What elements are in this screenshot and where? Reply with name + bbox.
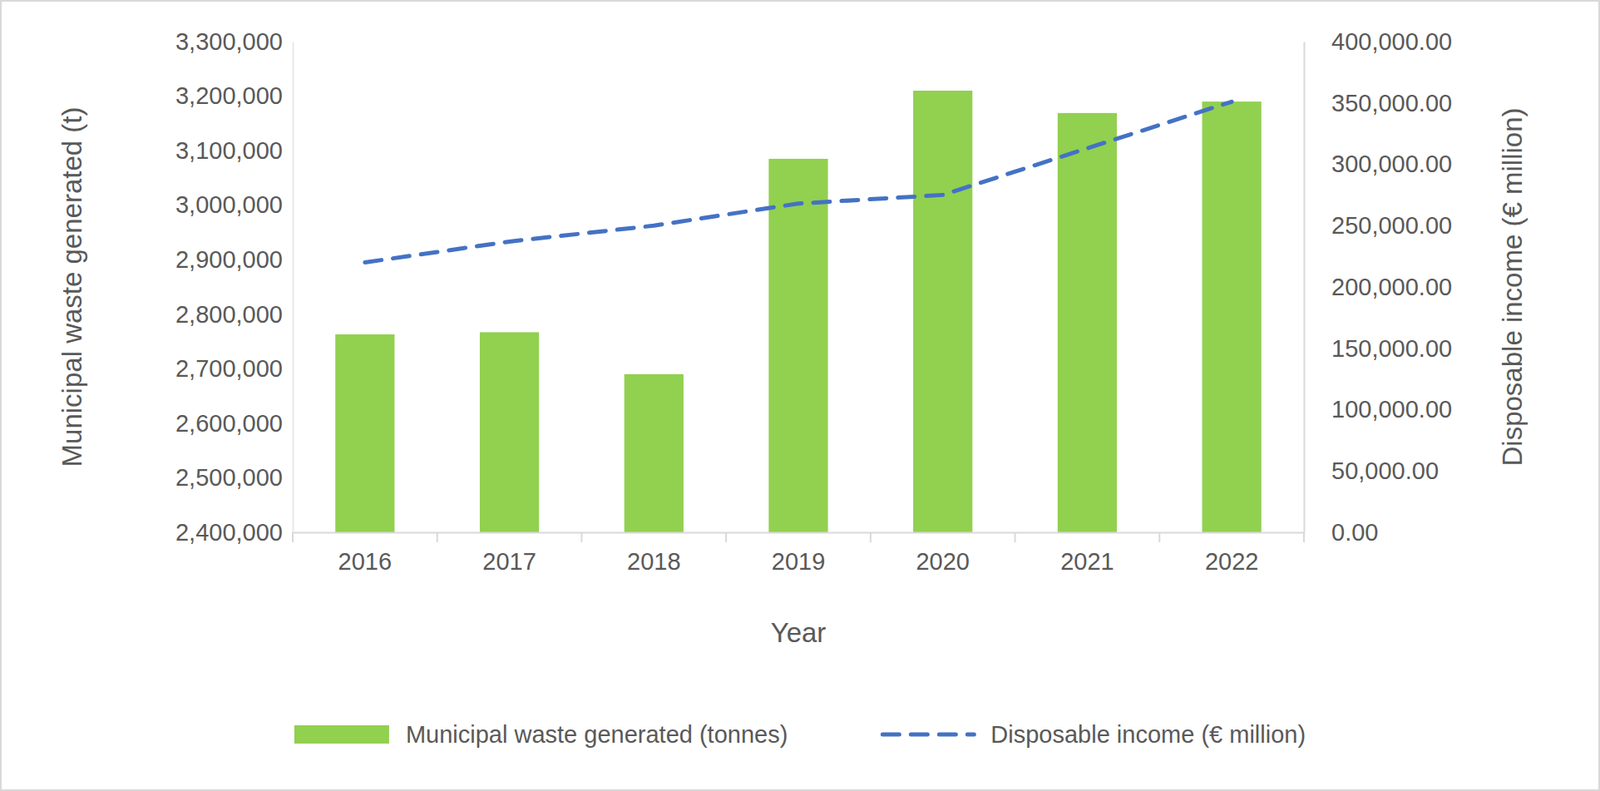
y-axis-tick: 3,300,000 — [175, 28, 293, 55]
y2-axis-tick-label: 200,000.00 — [1331, 273, 1452, 301]
bar — [479, 331, 539, 533]
category-separator — [436, 532, 439, 543]
category-separator — [580, 532, 583, 543]
y-axis-tick-label: 2,600,000 — [175, 409, 283, 437]
legend: Municipal waste generated (tonnes) Dispos… — [294, 720, 1306, 748]
x-axis-tick: 2018 — [627, 532, 682, 575]
y2-axis-title: Disposable income (€ million) — [1496, 108, 1528, 467]
bar — [1202, 101, 1262, 533]
legend-swatch — [882, 732, 974, 737]
y2-axis-tick: 150,000.00 — [1303, 335, 1452, 362]
bar — [624, 374, 684, 533]
y-axis: 2,400,000 2,500,000 2,600,000 2,700,000 2,80… — [175, 28, 294, 546]
category-separator — [1303, 532, 1305, 543]
x-axis-tick-label: 2020 — [915, 548, 970, 575]
x-axis-tick-label: 2016 — [338, 548, 393, 575]
x-axis-tick: 2019 — [771, 532, 826, 575]
category-separator — [1158, 532, 1161, 543]
y2-axis-tick-label: 0.00 — [1331, 518, 1378, 546]
y2-axis-tick-label: 50,000.00 — [1331, 457, 1439, 484]
x-axis: 2016 2017 2018 2019 2020 2021 2022 — [292, 532, 1305, 575]
x-axis-tick-label: 2017 — [482, 548, 537, 575]
bar — [768, 158, 828, 533]
y2-axis-tick-label: 100,000.00 — [1331, 395, 1452, 423]
y-axis-tick: 2,700,000 — [175, 355, 293, 382]
y2-axis-tick: 250,000.00 — [1303, 212, 1452, 239]
y-axis-title: Municipal waste generated (t) — [56, 107, 88, 468]
x-axis-tick: 2016 — [338, 532, 393, 575]
y-axis-tick: 2,500,000 — [175, 464, 293, 491]
y2-axis-tick-label: 350,000.00 — [1331, 89, 1452, 117]
legend-label: Disposable income (€ million) — [990, 720, 1306, 748]
y2-axis-tick: 0.00 — [1303, 518, 1378, 546]
category-separator — [291, 532, 294, 543]
y-axis-tick: 3,200,000 — [175, 82, 293, 109]
y-axis-tick-label: 3,200,000 — [175, 82, 283, 109]
y2-axis-tick-label: 300,000.00 — [1331, 150, 1452, 178]
x-axis-tick: 2021 — [1060, 532, 1115, 575]
x-axis-tick: 2022 — [1204, 532, 1260, 575]
y-axis-tick-label: 3,100,000 — [175, 137, 283, 164]
y-axis-tick: 2,800,000 — [175, 301, 293, 328]
y2-axis-tick: 200,000.00 — [1303, 273, 1452, 301]
chart: 2,400,000 2,500,000 2,600,000 2,700,000 2,80… — [0, 0, 1600, 791]
legend-item: Municipal waste generated (tonnes) — [294, 720, 788, 748]
y2-axis-tick: 400,000.00 — [1303, 28, 1452, 55]
x-axis-tick-label: 2019 — [771, 548, 826, 575]
line — [365, 101, 1232, 262]
x-axis-line — [293, 532, 1305, 534]
y-axis-line — [292, 42, 295, 534]
y2-axis-tick: 300,000.00 — [1303, 150, 1452, 178]
category-separator — [869, 532, 872, 543]
bar — [335, 334, 395, 533]
y-axis-tick: 3,000,000 — [175, 191, 293, 218]
plot-area — [335, 90, 1262, 533]
x-axis-tick: 2017 — [482, 532, 537, 575]
y-axis-tick: 2,400,000 — [175, 518, 293, 546]
x-axis-tick: 2020 — [915, 532, 970, 575]
y2-axis-tick-label: 400,000.00 — [1331, 28, 1452, 55]
y2-axis-tick: 350,000.00 — [1303, 89, 1452, 117]
y2-axis-tick-label: 250,000.00 — [1331, 212, 1452, 239]
y2-axis-tick: 100,000.00 — [1303, 395, 1452, 423]
category-separator — [1014, 532, 1017, 543]
legend-item: Disposable income (€ million) — [882, 720, 1306, 748]
y2-axis-line — [1303, 42, 1306, 534]
bar — [1057, 113, 1117, 533]
x-axis-tick-label: 2021 — [1060, 548, 1115, 575]
legend-label: Municipal waste generated (tonnes) — [405, 720, 788, 748]
y-axis-tick-label: 2,400,000 — [175, 518, 283, 546]
chart-background — [0, 0, 1600, 791]
category-separator — [725, 532, 727, 543]
y-axis-tick: 2,900,000 — [175, 246, 293, 273]
x-axis-title: Year — [770, 617, 827, 648]
y-axis-tick-label: 2,500,000 — [175, 464, 283, 491]
y-axis-tick-label: 2,700,000 — [175, 355, 283, 382]
y2-axis: 0.00 50,000.00 100,000.00 150,000.00 200,000… — [1303, 28, 1452, 546]
x-axis-tick-label: 2022 — [1204, 548, 1260, 575]
y2-axis-tick: 50,000.00 — [1303, 457, 1439, 484]
x-axis-tick-label: 2018 — [627, 548, 682, 575]
y-axis-tick: 2,600,000 — [175, 409, 293, 437]
y-axis-tick: 3,100,000 — [175, 137, 293, 164]
y2-axis-tick-label: 150,000.00 — [1331, 335, 1452, 362]
y-axis-tick-label: 2,900,000 — [175, 246, 283, 273]
y-axis-tick-label: 3,300,000 — [175, 28, 283, 55]
y-axis-tick-label: 3,000,000 — [175, 191, 283, 218]
y-axis-tick-label: 2,800,000 — [175, 301, 283, 328]
bar — [913, 90, 973, 533]
legend-swatch — [294, 725, 390, 744]
